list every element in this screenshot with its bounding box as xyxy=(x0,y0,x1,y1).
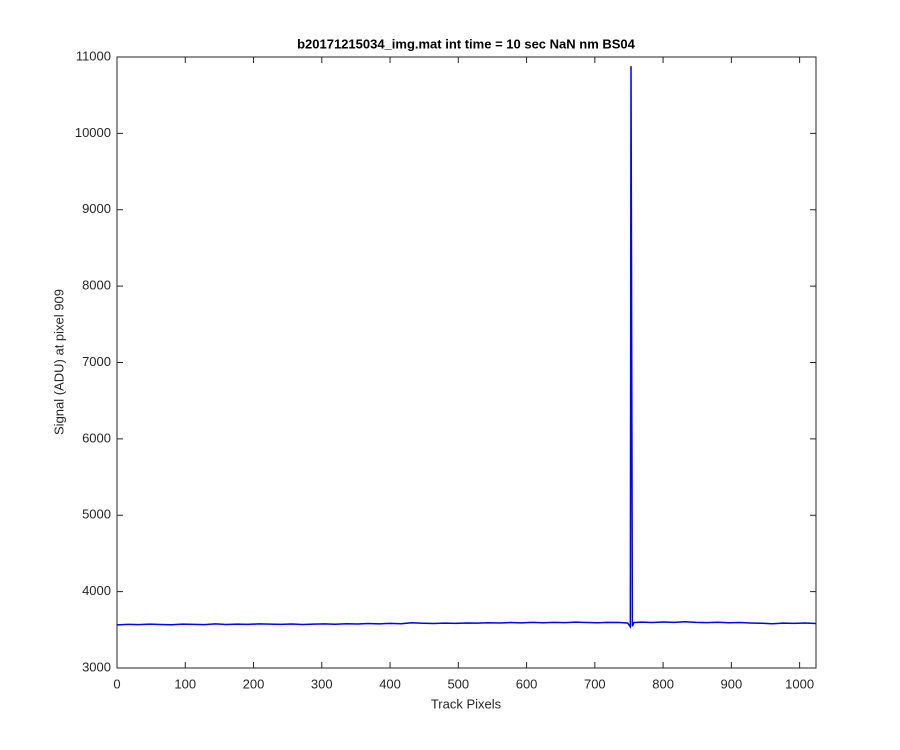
x-tick-label: 800 xyxy=(652,676,674,691)
x-tick-label: 0 xyxy=(113,676,120,691)
x-axis-label: Track Pixels xyxy=(431,696,502,711)
x-tick-label: 600 xyxy=(516,676,538,691)
x-tick-label: 1000 xyxy=(785,676,814,691)
signal-line xyxy=(116,66,817,630)
y-tick-label: 5000 xyxy=(82,507,111,522)
x-tick-label: 700 xyxy=(584,676,606,691)
y-tick-label: 7000 xyxy=(82,354,111,369)
y-tick-label: 3000 xyxy=(82,659,111,674)
x-tick-label: 500 xyxy=(447,676,469,691)
y-tick-label: 11000 xyxy=(76,48,111,63)
x-tick-label: 400 xyxy=(379,676,401,691)
y-tick-label: 6000 xyxy=(82,430,111,445)
chart-title: b20171215034_img.mat int time = 10 sec N… xyxy=(297,36,636,51)
x-tick-label: 300 xyxy=(311,676,333,691)
y-tick-label: 9000 xyxy=(82,201,111,216)
y-tick-label: 8000 xyxy=(82,278,111,293)
y-tick-label: 10000 xyxy=(75,125,111,140)
x-tick-label: 100 xyxy=(174,676,196,691)
y-axis-label: Signal (ADU) at pixel 909 xyxy=(51,289,66,435)
x-tick-label: 900 xyxy=(721,676,743,691)
x-tick-label: 200 xyxy=(243,676,265,691)
y-tick-label: 4000 xyxy=(82,583,111,598)
